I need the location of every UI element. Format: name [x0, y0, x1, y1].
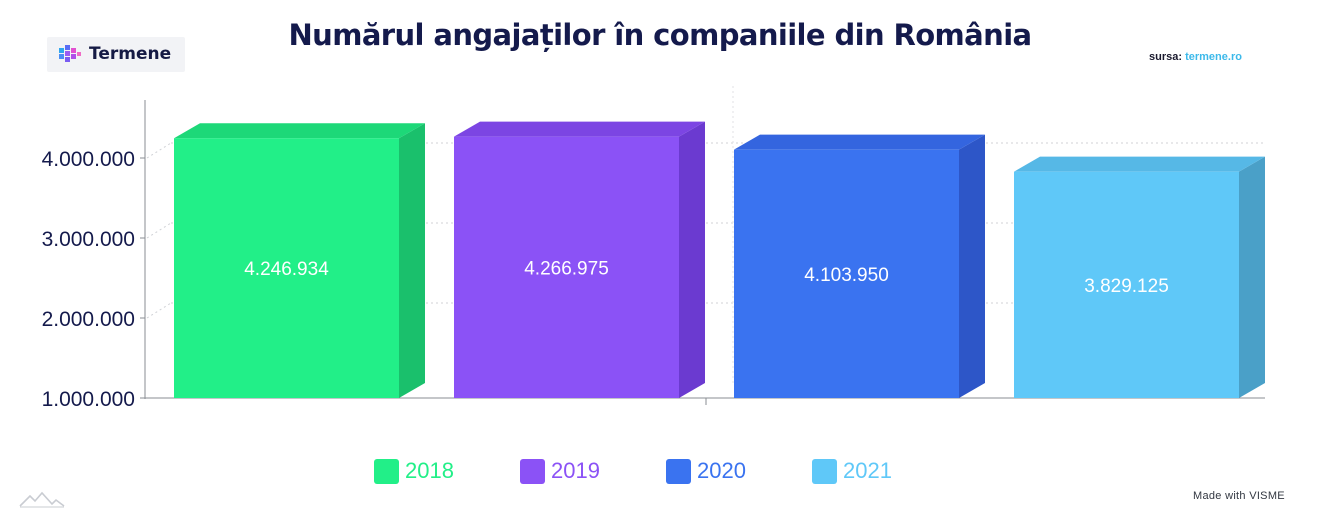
y-tick-label: 4.000.000: [42, 148, 135, 171]
chart-legend: 2018 2019 2020 2021: [0, 456, 1320, 488]
bar-2021: [1014, 171, 1239, 398]
grid-line-connector: [146, 302, 172, 319]
legend-label: 2020: [697, 458, 746, 483]
legend-label: 2018: [405, 458, 454, 483]
made-with-visme: Made with VISME: [1193, 490, 1285, 502]
bar-value-label: 4.103.950: [804, 265, 889, 286]
bar-2019: [454, 136, 679, 398]
brand-name: Termene: [89, 44, 172, 64]
source-prefix: sursa:: [1149, 51, 1183, 63]
bar-2018: [174, 138, 399, 398]
legend-label: 2019: [551, 458, 600, 483]
chart-title: Numărul angajaților în companiile din Ro…: [288, 18, 1032, 52]
bar-value-label: 4.266.975: [524, 258, 609, 279]
bar-chart: 1.000.000 2.000.000 3.000.000 4.000.000 4.24…: [42, 86, 1265, 411]
bar-top-2018: [174, 123, 425, 139]
bar-top-2020: [734, 134, 985, 150]
legend-item-2020: 2020: [666, 456, 746, 486]
legend-swatch: [812, 458, 837, 484]
legend-swatch: [520, 458, 545, 484]
source-note: sursa: termene.ro: [1149, 51, 1242, 63]
bar-side-2018: [399, 123, 425, 399]
y-tick-label: 3.000.000: [42, 228, 135, 251]
y-tick-label: 2.000.000: [42, 308, 135, 331]
legend-item-2021: 2021: [812, 456, 892, 486]
bar-side-2019: [679, 121, 705, 398]
bar-top-2019: [454, 121, 705, 137]
termene-logo[interactable]: Termene: [47, 37, 185, 72]
bar-top-2021: [1014, 156, 1265, 172]
y-tick-label: 1.000.000: [42, 388, 135, 411]
legend-label: 2021: [843, 458, 892, 483]
legend-item-2019: 2019: [520, 456, 600, 486]
visme-mountain-icon: [19, 491, 65, 508]
grid-line-connector: [146, 222, 172, 239]
legend-swatch: [666, 458, 691, 484]
legend-item-2018: 2018: [374, 456, 454, 486]
bar-value-label: 4.246.934: [244, 259, 329, 280]
grid-line-connector: [146, 142, 172, 159]
bar-2020: [734, 149, 959, 398]
bar-value-label: 3.829.125: [1084, 276, 1169, 297]
bar-side-2020: [959, 134, 985, 398]
bar-side-2021: [1239, 156, 1265, 398]
cube-logo-icon: [59, 45, 81, 62]
legend-swatch: [374, 458, 399, 484]
source-link[interactable]: termene.ro: [1185, 51, 1242, 63]
